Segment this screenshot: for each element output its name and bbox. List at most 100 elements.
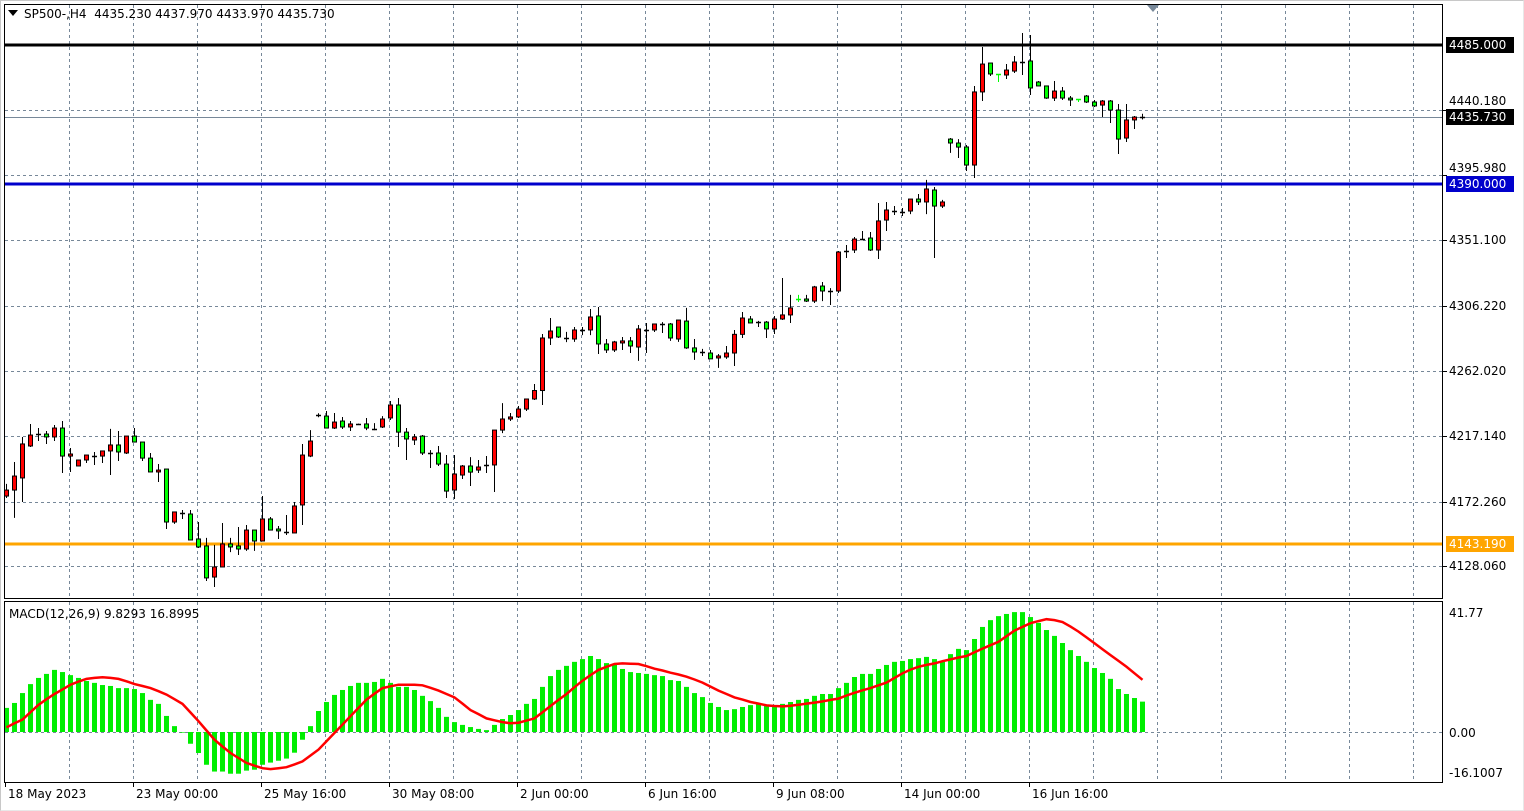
macd-histogram-bar — [732, 709, 737, 732]
candle-body — [604, 343, 609, 351]
candle — [316, 413, 321, 418]
candle — [764, 321, 769, 338]
macd-histogram-bar — [444, 716, 449, 732]
macd-histogram-bar — [788, 702, 793, 732]
candle-body — [708, 352, 713, 360]
candle — [1020, 32, 1025, 75]
candle — [868, 232, 873, 252]
macd-signal-line — [5, 617, 1144, 771]
candle — [292, 502, 297, 534]
level-price-label[interactable]: 4390.000 — [1446, 176, 1514, 192]
candle — [716, 354, 721, 368]
candle-body — [748, 318, 753, 324]
candle-body — [172, 511, 177, 523]
candle-body — [548, 330, 553, 339]
macd-histogram-bar — [900, 660, 905, 732]
candle-body — [508, 416, 513, 420]
candle — [252, 529, 257, 551]
candle-body — [636, 328, 641, 348]
candle — [412, 434, 417, 445]
macd-histogram-bar — [700, 697, 705, 732]
candle — [52, 424, 57, 442]
chart-shift-marker-icon[interactable] — [1147, 5, 1159, 12]
candle — [1132, 116, 1137, 129]
macd-histogram-bar — [4, 707, 9, 732]
candle-body — [204, 545, 209, 579]
candle — [844, 245, 849, 259]
candle — [612, 340, 617, 352]
candle — [340, 416, 345, 430]
candle-body — [948, 138, 953, 144]
level-price-label[interactable]: 4143.190 — [1446, 536, 1514, 552]
candle-body — [124, 435, 129, 454]
grid — [5, 5, 1447, 787]
candle — [148, 452, 153, 473]
candle-body — [252, 529, 257, 542]
macd-histogram-bar — [236, 732, 241, 774]
macd-scale-min: -16.1007 — [1449, 766, 1503, 780]
macd-histogram-bar — [1052, 635, 1057, 732]
candle — [36, 428, 41, 442]
macd-histogram-bar — [372, 681, 377, 732]
candle — [1036, 80, 1041, 87]
macd-histogram-bar — [652, 675, 657, 732]
candle-body — [476, 466, 481, 471]
candle-body — [188, 513, 193, 541]
candle — [1052, 80, 1057, 101]
macd-histogram-bar — [116, 688, 121, 732]
macd-histogram-bar — [132, 689, 137, 732]
candle — [492, 429, 497, 492]
candle — [908, 198, 913, 215]
candle — [636, 325, 641, 361]
candle-body — [196, 538, 201, 548]
candle — [84, 454, 89, 464]
macd-histogram-bar — [28, 684, 33, 732]
candle-body — [116, 444, 121, 453]
candle-body — [980, 63, 985, 93]
macd-histogram-bar — [412, 689, 417, 732]
candle — [76, 459, 81, 467]
current-price-label: 4435.730 — [1446, 109, 1514, 125]
candle-body — [868, 237, 873, 251]
candle-body — [108, 444, 113, 452]
candle — [428, 450, 433, 469]
macd-histogram-bar — [748, 705, 753, 732]
candle — [1116, 104, 1121, 154]
candle — [356, 423, 361, 426]
macd-histogram-bar — [388, 682, 393, 732]
candle — [1012, 56, 1017, 73]
macd-histogram-bar — [84, 681, 89, 732]
candle-body — [412, 436, 417, 441]
candle — [1108, 99, 1113, 124]
macd-histogram-bar — [636, 672, 641, 732]
candle — [1092, 99, 1097, 107]
candle-body — [908, 198, 913, 212]
candle — [788, 294, 793, 323]
candle-body — [676, 319, 681, 340]
time-label: 30 May 08:00 — [392, 787, 475, 801]
triangle-down-icon[interactable] — [8, 10, 18, 16]
candle-body — [972, 91, 977, 166]
candle — [684, 307, 689, 349]
macd-histogram-bar — [436, 707, 441, 732]
candle — [540, 334, 545, 405]
candle-body — [740, 317, 745, 335]
level-price-label[interactable]: 4485.000 — [1446, 37, 1514, 53]
candle-body — [596, 315, 601, 345]
candle — [796, 294, 801, 302]
candle — [220, 523, 225, 568]
macd-histogram-bar — [1116, 689, 1121, 732]
macd-histogram-bar — [1124, 693, 1129, 732]
macd-histogram-bar — [524, 703, 529, 732]
candle — [724, 346, 729, 359]
candle — [980, 46, 985, 101]
candle — [812, 285, 817, 303]
candle-body — [692, 347, 697, 353]
macd-histogram-bar — [1028, 617, 1033, 732]
macd-histogram-bar — [644, 673, 649, 732]
macd-panel-frame — [4, 601, 1443, 783]
macd-histogram-bar — [140, 693, 145, 732]
candle-body — [388, 404, 393, 419]
candle — [892, 206, 897, 215]
